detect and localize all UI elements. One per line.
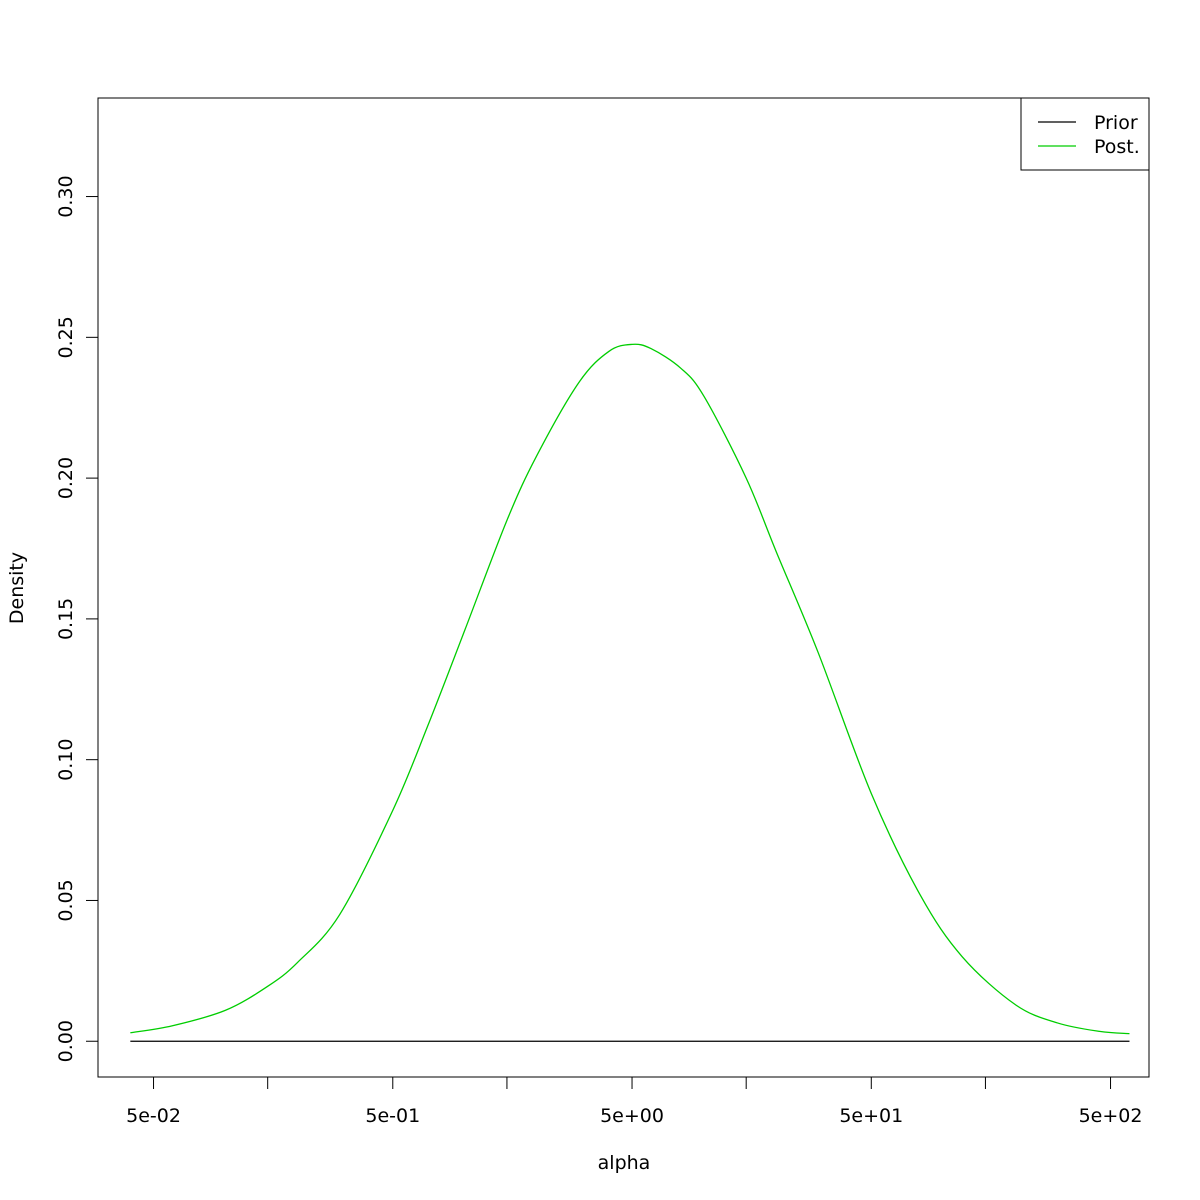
legend-label-post: Post. bbox=[1094, 136, 1140, 158]
legend-label-prior: Prior bbox=[1094, 112, 1138, 134]
x-tick-label: 5e-01 bbox=[365, 1105, 420, 1127]
x-tick-label: 5e+00 bbox=[600, 1105, 664, 1127]
y-tick-label: 0.25 bbox=[55, 316, 77, 358]
y-axis-label: Density bbox=[6, 552, 28, 624]
x-tick-label: 5e+02 bbox=[1079, 1105, 1143, 1127]
x-axis-label: alpha bbox=[598, 1152, 651, 1174]
x-tick-label: 5e+01 bbox=[839, 1105, 903, 1127]
y-tick-label: 0.20 bbox=[55, 457, 77, 499]
y-tick-label: 0.10 bbox=[55, 739, 77, 781]
y-tick-label: 0.00 bbox=[55, 1020, 77, 1062]
y-tick-label: 0.05 bbox=[55, 879, 77, 921]
y-tick-label: 0.30 bbox=[55, 175, 77, 217]
series-line-post bbox=[130, 343, 1130, 1035]
legend-box bbox=[1020, 97, 1150, 171]
y-tick-label: 0.15 bbox=[55, 598, 77, 640]
y-axis: 0.00 0.05 0.10 0.15 0.20 0.25 0.30 bbox=[55, 175, 98, 1062]
x-tick-label: 5e-02 bbox=[126, 1105, 181, 1127]
x-axis: 5e-02 5e-01 5e+00 5e+01 5e+02 bbox=[126, 1077, 1142, 1127]
series-layer bbox=[130, 343, 1130, 1042]
legend: Prior Post. bbox=[1020, 97, 1150, 171]
plot-frame bbox=[97, 97, 1150, 1078]
